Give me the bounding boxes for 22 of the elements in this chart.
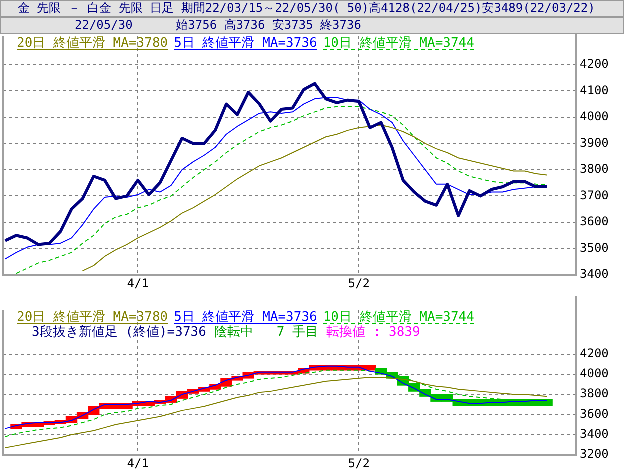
x-tick-label: 5/2 <box>348 276 370 290</box>
y-tick-label: 3600 <box>580 406 609 421</box>
text: 10日 終値平滑 MA=3744 <box>323 36 475 51</box>
text: 20日 終値平滑 MA=3780 <box>17 36 168 51</box>
y-tick-label: 3800 <box>580 162 609 176</box>
y-tick-label: 4200 <box>580 346 609 360</box>
y-tick-label: 4000 <box>580 110 609 124</box>
y-tick-label: 3400 <box>580 426 609 441</box>
y-tick-label: 3600 <box>580 214 609 229</box>
chart-subtitle: 22/05/30 始3756 高3736 安3735 終3736 <box>0 17 624 34</box>
chart-title: 金 先限 － 白金 先限 日足 期間22/03/15～22/05/30( 50)高4128(22/04/25)安3489(22/03/22) <box>0 0 624 17</box>
y-tick-label: 3400 <box>580 267 609 282</box>
y-tick-label: 3800 <box>580 386 609 401</box>
y-tick-label: 3500 <box>580 240 609 255</box>
y-tick-label: 3700 <box>580 188 609 202</box>
y-tick-label: 4100 <box>580 83 609 98</box>
x-tick-label: 4/1 <box>127 276 149 290</box>
y-tick-label: 4000 <box>580 366 609 381</box>
text: 5日 終値平滑 MA=3736 <box>174 36 318 51</box>
y-tick-label: 4200 <box>580 57 609 72</box>
y-tick-label: 3200 <box>580 447 609 462</box>
y-tick-label: 3900 <box>580 136 609 150</box>
